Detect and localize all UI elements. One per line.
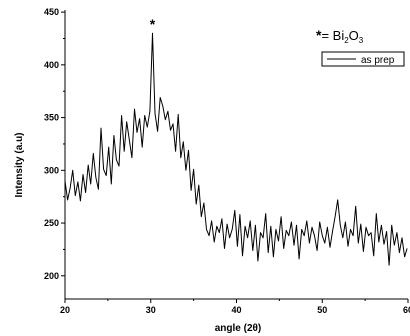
phase-key: *= Bi2O3 [316, 27, 364, 45]
legend-box [321, 51, 405, 67]
legend: as prep [321, 51, 405, 67]
peak-marker: * [150, 16, 156, 32]
phase-key-sub2: 3 [359, 36, 364, 45]
phase-key-equals: = Bi [321, 28, 344, 43]
x-tick-label: 20 [60, 305, 70, 315]
legend-label: as prep [361, 55, 395, 66]
phase-key-sub1: 2 [344, 36, 349, 45]
series-layer [64, 32, 408, 266]
x-axis-title: angle (2θ) [215, 323, 262, 334]
y-tick-label: 350 [44, 113, 59, 123]
phase-key-o: O [349, 28, 359, 43]
y-tick-label: 400 [44, 60, 59, 70]
y-axis-title: Intensity (a.u) [14, 132, 25, 197]
x-axis-ticks: 20 30 40 50 60 [60, 299, 410, 315]
x-tick-label: 50 [317, 305, 327, 315]
series-line-as-prep [64, 32, 408, 266]
y-tick-label: 250 [44, 218, 59, 228]
y-tick-label: 200 [44, 271, 59, 281]
y-axis-ticks: 200 250 300 350 400 450 [44, 7, 65, 281]
y-tick-label: 300 [44, 165, 59, 175]
phase-key-star: * [316, 27, 322, 43]
x-tick-label: 40 [231, 305, 241, 315]
x-tick-label: 60 [403, 305, 410, 315]
y-tick-label: 450 [44, 7, 59, 17]
x-tick-label: 30 [146, 305, 156, 315]
